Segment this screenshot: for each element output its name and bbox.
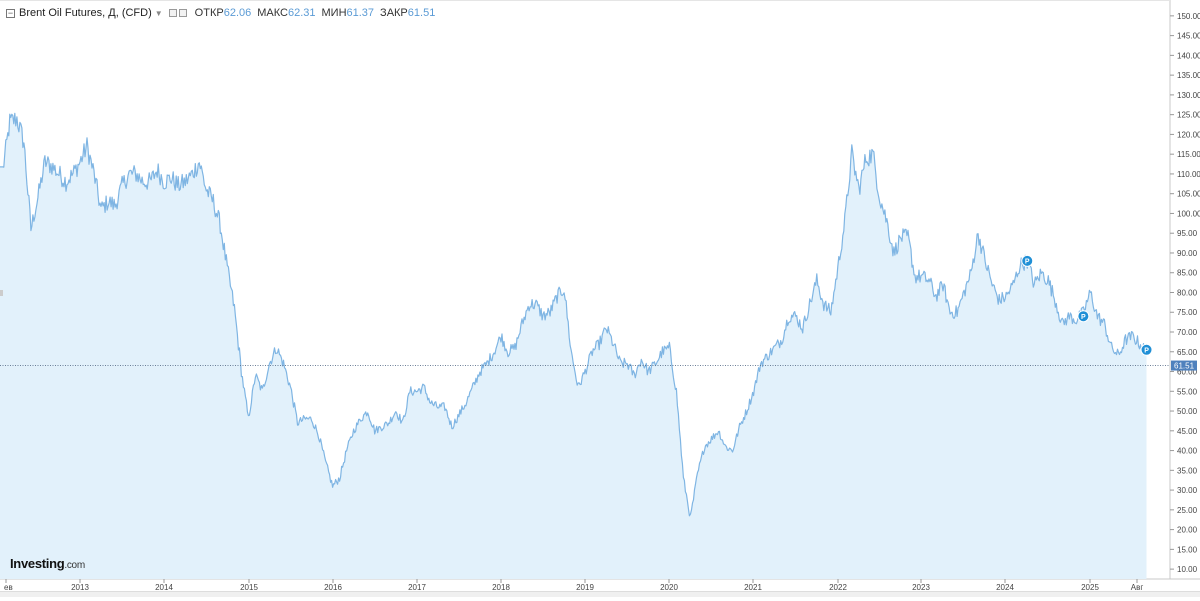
event-marker-label: P [1025, 259, 1030, 266]
y-tick-label: 25.00 [1177, 506, 1198, 515]
price-area-fill [0, 113, 1147, 580]
price-line [0, 112, 1148, 517]
x-tick-label: 2020 [660, 583, 678, 592]
y-tick-label: 30.00 [1177, 486, 1198, 495]
logo-brand: Investing [10, 556, 65, 571]
x-tick-label: 2024 [996, 583, 1014, 592]
x-tick-label: 2016 [324, 583, 342, 592]
open-value: 62.06 [223, 7, 252, 19]
bottom-scrollbar[interactable] [0, 591, 1200, 597]
x-tick-label: 2023 [912, 583, 930, 592]
close-value: 61.51 [407, 7, 436, 19]
y-tick-label: 135.00 [1177, 71, 1200, 80]
y-tick-label: 90.00 [1177, 249, 1198, 258]
y-tick-label: 10.00 [1177, 565, 1198, 574]
y-tick-label: 105.00 [1177, 190, 1200, 199]
high-label: МАКС [257, 7, 288, 19]
y-tick-label: 115.00 [1177, 150, 1200, 159]
x-tick-label: 2013 [71, 583, 89, 592]
x-tick-label: 2015 [240, 583, 258, 592]
y-tick-label: 80.00 [1177, 288, 1198, 297]
low-value: 61.37 [346, 7, 375, 19]
x-tick-label: ев [4, 583, 13, 592]
overlay-layer: 61.51 P P P [0, 254, 1197, 371]
x-tick-label: 2017 [408, 583, 426, 592]
instrument-title: Brent Oil Futures, Д, (CFD) [19, 7, 152, 19]
y-tick-label: 75.00 [1177, 308, 1198, 317]
y-tick-label: 85.00 [1177, 269, 1198, 278]
y-tick-label: 35.00 [1177, 466, 1198, 475]
chevron-down-icon[interactable]: ▼ [154, 8, 163, 18]
event-marker [1077, 310, 1090, 323]
x-axis: ев 2013 2014 2015 2016 2017 2018 2019 2020 2021 20… [4, 579, 1143, 592]
y-tick-label: 125.00 [1177, 111, 1200, 120]
y-tick-label: 20.00 [1177, 526, 1198, 535]
logo-domain: .com [64, 560, 85, 571]
y-tick-label: 65.00 [1177, 348, 1198, 357]
y-tick-label: 15.00 [1177, 545, 1198, 554]
y-tick-label: 140.00 [1177, 51, 1200, 60]
x-tick-label: 2022 [829, 583, 847, 592]
last-price-tag [1171, 360, 1197, 371]
y-tick-label: 150.00 [1177, 12, 1200, 21]
y-tick-label: 60.00 [1177, 368, 1198, 377]
event-marker-label: P [1081, 314, 1086, 321]
y-tick-label: 95.00 [1177, 229, 1198, 238]
collapse-icon[interactable]: − [6, 7, 15, 18]
y-tick-label: 145.00 [1177, 32, 1200, 41]
close-mini-icon[interactable] [178, 9, 187, 17]
x-tick-label: Авг [1131, 583, 1144, 592]
y-tick-label: 50.00 [1177, 407, 1198, 416]
open-label: ОТКР [194, 7, 224, 19]
x-tick-label: 2021 [744, 583, 762, 592]
last-price-label: 61.51 [1174, 362, 1195, 371]
left-edge-handle[interactable] [0, 290, 3, 296]
x-tick-label: 2018 [492, 583, 510, 592]
y-tick-label: 120.00 [1177, 130, 1200, 139]
settings-mini-icon[interactable] [168, 9, 177, 17]
y-tick-label: 40.00 [1177, 447, 1198, 456]
x-tick-label: 2025 [1081, 583, 1099, 592]
low-label: МИН [321, 7, 347, 19]
y-tick-label: 45.00 [1177, 427, 1198, 436]
y-tick-label: 100.00 [1177, 209, 1200, 218]
investing-logo: Investing.com [10, 556, 85, 571]
event-marker-label: P [1144, 348, 1149, 355]
close-label: ЗАКР [380, 7, 408, 19]
event-marker [1140, 343, 1153, 356]
y-tick-label: 55.00 [1177, 387, 1198, 396]
y-axis: 10.00 15.00 20.00 25.00 30.00 35.00 40.00 45.00… [1170, 12, 1200, 574]
event-marker [1021, 254, 1034, 267]
y-tick-label: 70.00 [1177, 328, 1198, 337]
x-tick-label: 2019 [576, 583, 594, 592]
high-value: 62.31 [287, 7, 316, 19]
x-tick-label: 2014 [155, 583, 173, 592]
y-tick-label: 110.00 [1177, 170, 1200, 179]
chart-header: − Brent Oil Futures, Д, (CFD) ▼ ОТКР 62.… [6, 5, 435, 21]
y-tick-label: 130.00 [1177, 91, 1200, 100]
series-layer [0, 112, 1148, 580]
